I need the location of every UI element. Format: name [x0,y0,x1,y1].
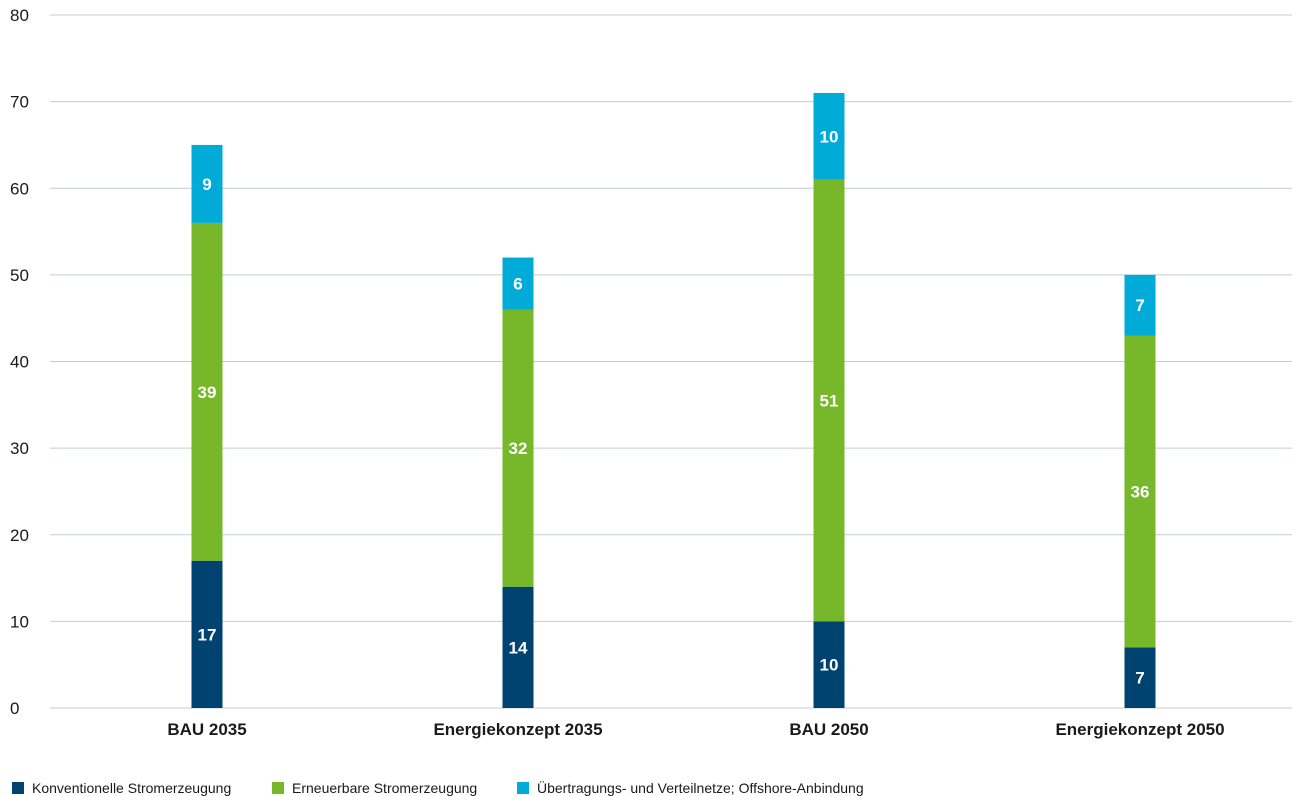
x-axis: BAU 2035 Energiekonzept 2035 BAU 2050 Energ… [167,720,1224,739]
bar-segment [813,621,845,708]
y-tick-label: 60 [10,179,29,198]
data-label: 10 [820,127,839,146]
data-label: 14 [509,638,528,657]
y-tick-label: 20 [10,526,29,545]
x-tick-label: BAU 2035 [167,720,246,739]
y-tick-label: 0 [10,699,19,718]
legend: Konventionelle Stromerzeugung Erneuerbare… [12,779,864,796]
legend-swatch [12,782,24,794]
data-label: 39 [198,383,217,402]
bar-segment [191,560,223,708]
data-label: 51 [820,391,839,410]
gridlines [50,14,1292,709]
y-tick-label: 50 [10,266,29,285]
legend-swatch [517,782,529,794]
data-label: 7 [1135,669,1144,688]
bar-segment [502,309,534,587]
y-tick-label: 70 [10,93,29,112]
bar-segment [502,586,534,708]
bar-segment [502,257,534,310]
data-label: 10 [820,656,839,675]
y-tick-label: 40 [10,353,29,372]
y-axis: 0 10 20 30 40 50 60 70 80 [10,6,29,718]
bars: 17 39 9 14 32 6 10 51 10 7 36 7 [191,92,1156,708]
bar-segment [1124,274,1156,336]
bar-segment [1124,647,1156,708]
y-tick-label: 10 [10,612,29,631]
y-tick-label: 30 [10,439,29,458]
data-label: 9 [202,175,211,194]
x-tick-label: Energiekonzept 2050 [1055,720,1224,739]
bar-segment [191,222,223,561]
legend-label: Übertragungs- und Verteilnetze; Offshore… [537,779,864,796]
data-label: 36 [1131,482,1150,501]
bar-segment [813,179,845,622]
legend-label: Erneuerbare Stromerzeugung [292,780,477,796]
data-label: 6 [513,275,522,294]
legend-label: Konventionelle Stromerzeugung [32,780,231,796]
data-label: 17 [198,625,217,644]
bar-segment [191,144,223,223]
x-tick-label: BAU 2050 [789,720,868,739]
bar-segment [1124,335,1156,648]
data-label: 7 [1135,296,1144,315]
legend-swatch [272,782,284,794]
x-tick-label: Energiekonzept 2035 [433,720,602,739]
bar-segment [813,92,845,180]
data-label: 32 [509,439,528,458]
y-tick-label: 80 [10,6,29,25]
